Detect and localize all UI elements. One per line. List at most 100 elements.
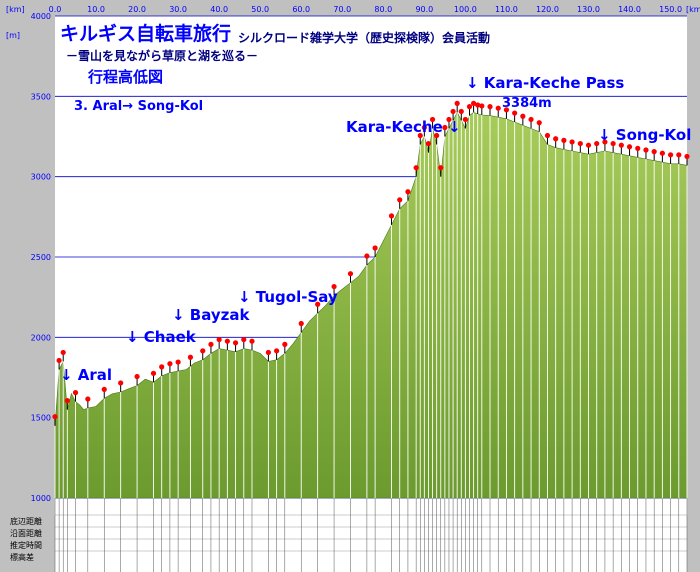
y-tick-label: 1000 bbox=[31, 494, 51, 503]
waypoint-marker bbox=[159, 364, 165, 370]
waypoint-marker bbox=[643, 147, 649, 153]
waypoint-marker bbox=[561, 137, 567, 143]
chart-title: キルギス自転車旅行 bbox=[60, 22, 231, 45]
x-tick-label: 20.0 bbox=[128, 5, 146, 14]
waypoint-marker bbox=[425, 140, 432, 147]
x-tick-label: 130.0 bbox=[577, 5, 600, 14]
waypoint-marker bbox=[684, 153, 690, 160]
waypoint-marker bbox=[249, 338, 255, 344]
waypoint-marker bbox=[282, 341, 288, 347]
waypoint-marker bbox=[347, 271, 354, 277]
waypoint-marker bbox=[585, 142, 592, 148]
waypoint-marker bbox=[442, 124, 448, 131]
waypoint-marker bbox=[134, 373, 140, 380]
x-tick-label: 150.0 bbox=[659, 5, 682, 14]
x-tick-label: 0.0 bbox=[49, 5, 62, 14]
annotation-kara-keche: Kara-Keche ↓ bbox=[346, 118, 461, 136]
annotation-kara-keche-pass: ↓ Kara-Keche Pass bbox=[466, 74, 624, 92]
waypoint-marker bbox=[434, 132, 440, 139]
chart-caption: 行程高低図 bbox=[87, 68, 163, 86]
waypoint-marker bbox=[52, 414, 58, 420]
waypoint-marker bbox=[635, 145, 641, 151]
x-tick-labels: 0.0 10.0 20.0 30.0 40.0 50.0 60.0 70.0 80.0 90.0 1… bbox=[49, 5, 682, 14]
table-row-labels: 底辺距離 沿面距離 推定時間 標高差 bbox=[10, 516, 42, 562]
annotation-song-kol: ↓ Song-Kol bbox=[598, 126, 691, 144]
row-label-segment-distance: 沿面距離 bbox=[10, 528, 42, 538]
x-tick-label: 110.0 bbox=[495, 5, 518, 14]
x-unit-label: [km] bbox=[6, 5, 25, 14]
x-tick-label: 120.0 bbox=[536, 5, 559, 14]
waypoint-marker bbox=[626, 144, 633, 150]
waypoint-marker bbox=[676, 152, 682, 158]
waypoint-marker bbox=[413, 165, 419, 171]
waypoint-marker bbox=[667, 152, 674, 158]
waypoint-marker bbox=[274, 348, 280, 354]
waypoint-marker bbox=[405, 189, 411, 195]
x-tick-label: 40.0 bbox=[210, 5, 228, 14]
waypoint-marker bbox=[429, 116, 436, 123]
table-column-lines bbox=[54, 498, 688, 572]
x-tick-label: 50.0 bbox=[251, 5, 269, 14]
waypoint-marker bbox=[512, 110, 518, 116]
waypoint-markers bbox=[52, 100, 690, 516]
annotation-aral: ↓ Aral bbox=[60, 366, 112, 384]
annotation-tugol-say: ↓ Tugol-Say bbox=[238, 288, 338, 306]
chart-title-org: シルクロード雑学大学（歴史探検隊）会員活動 bbox=[238, 30, 490, 45]
waypoint-marker bbox=[602, 139, 608, 145]
y-tick-label: 3500 bbox=[31, 92, 51, 101]
waypoint-marker bbox=[487, 104, 493, 110]
row-label-cumulative-distance: 底辺距離 bbox=[10, 516, 42, 526]
waypoint-marker bbox=[60, 349, 66, 356]
waypoint-marker bbox=[241, 336, 247, 343]
waypoint-marker bbox=[167, 361, 173, 367]
x-tick-label: 70.0 bbox=[333, 5, 351, 14]
x-tick-label: 140.0 bbox=[618, 5, 641, 14]
waypoint-marker bbox=[651, 149, 657, 155]
y-unit-label: [m] bbox=[6, 31, 20, 40]
waypoint-marker bbox=[208, 341, 214, 347]
x-tick-label: 60.0 bbox=[292, 5, 310, 14]
waypoint-marker bbox=[577, 140, 583, 147]
x-unit-label-right: [km] bbox=[686, 5, 700, 14]
waypoint-marker bbox=[64, 398, 70, 404]
waypoint-marker bbox=[618, 142, 624, 148]
y-tick-label: 2500 bbox=[31, 253, 51, 262]
y-tick-label: 1500 bbox=[31, 414, 51, 423]
waypoint-marker bbox=[503, 107, 510, 113]
annotation-pass-elevation: 3384m bbox=[502, 96, 552, 111]
y-tick-labels: 1000 1500 2000 2500 3000 3500 4000 bbox=[31, 12, 51, 503]
waypoint-marker bbox=[594, 140, 600, 147]
waypoint-marker bbox=[446, 116, 452, 123]
waypoint-marker bbox=[450, 108, 456, 115]
waypoint-marker bbox=[659, 150, 665, 156]
x-tick-label: 90.0 bbox=[415, 5, 433, 14]
waypoint-marker bbox=[475, 102, 481, 108]
chart-subtitle: －雪山を見ながら草原と湖を巡る－ bbox=[66, 48, 258, 63]
waypoint-marker bbox=[364, 253, 370, 259]
waypoint-marker bbox=[458, 108, 464, 115]
waypoint-marker bbox=[232, 340, 239, 346]
waypoint-marker bbox=[466, 104, 473, 110]
y-tick-label: 3000 bbox=[31, 173, 51, 182]
waypoint-marker bbox=[438, 165, 444, 171]
table-area bbox=[55, 498, 687, 572]
waypoint-marker bbox=[200, 348, 206, 354]
waypoint-marker bbox=[298, 320, 304, 327]
annotation-bayzak: ↓ Bayzak bbox=[172, 306, 251, 324]
y-tick-label: 4000 bbox=[31, 12, 51, 21]
x-tick-label: 30.0 bbox=[169, 5, 187, 14]
waypoint-marker bbox=[150, 370, 157, 376]
waypoint-marker bbox=[536, 120, 542, 126]
waypoint-marker bbox=[520, 113, 526, 119]
row-label-estimated-time: 推定時間 bbox=[10, 540, 42, 550]
waypoint-marker bbox=[462, 116, 468, 123]
waypoint-marker bbox=[544, 132, 551, 139]
waypoint-marker bbox=[553, 136, 559, 142]
waypoint-marker bbox=[470, 100, 477, 106]
x-tick-label: 80.0 bbox=[374, 5, 392, 14]
waypoint-marker bbox=[175, 359, 181, 365]
row-label-elevation-difference: 標高差 bbox=[10, 552, 34, 562]
x-tick-label: 100.0 bbox=[454, 5, 477, 14]
x-tick-label: 10.0 bbox=[87, 5, 105, 14]
